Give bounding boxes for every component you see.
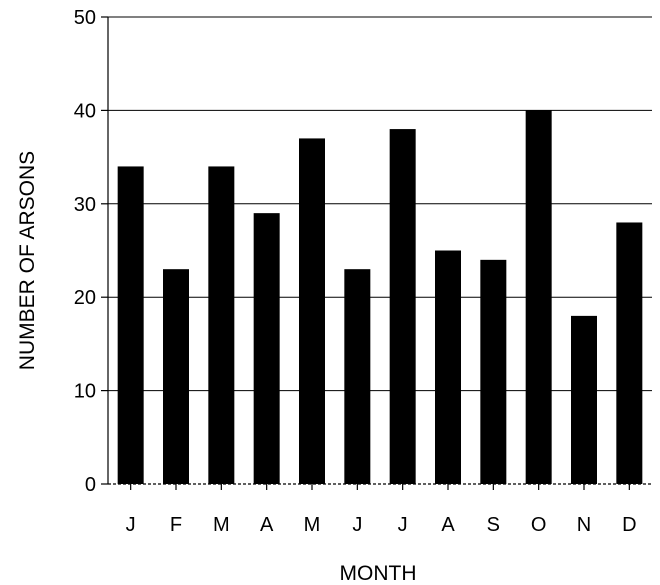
bar xyxy=(616,222,643,485)
bar xyxy=(208,166,235,484)
x-tick-label: S xyxy=(487,514,500,536)
x-tick-label: A xyxy=(260,514,274,536)
y-tick-label: 50 xyxy=(74,7,96,29)
x-tick-label: J xyxy=(126,514,136,536)
bar xyxy=(299,138,325,485)
x-tick-label: A xyxy=(441,514,455,536)
axes xyxy=(107,17,652,485)
x-tick-label: J xyxy=(398,514,408,536)
bars xyxy=(117,110,643,485)
bar xyxy=(571,315,597,484)
y-tick-label: 30 xyxy=(74,194,96,216)
x-tick-label: O xyxy=(531,514,547,536)
x-tick-label: J xyxy=(352,514,362,536)
x-tick-label: N xyxy=(577,514,591,536)
bar xyxy=(389,129,416,484)
gridlines xyxy=(108,16,652,392)
x-tick-label: D xyxy=(622,514,636,536)
y-tick-label: 10 xyxy=(74,381,96,403)
y-tick-label: 0 xyxy=(85,474,96,496)
bar xyxy=(480,259,507,484)
x-axis-title: MONTH xyxy=(340,562,417,585)
bar xyxy=(344,269,371,484)
y-axis-ticks: 0 10 20 30 40 50 xyxy=(74,7,108,496)
bar xyxy=(117,166,144,484)
y-tick-label: 20 xyxy=(74,287,96,309)
x-tick-label: M xyxy=(213,514,230,536)
bar xyxy=(525,110,552,485)
y-axis-title: NUMBER OF ARSONS xyxy=(16,151,39,370)
bar xyxy=(253,213,280,484)
y-tick-label: 40 xyxy=(74,100,96,122)
x-tick-label: M xyxy=(304,514,321,536)
bar xyxy=(163,269,189,484)
bar xyxy=(435,250,461,484)
x-tick-label: F xyxy=(170,514,182,536)
